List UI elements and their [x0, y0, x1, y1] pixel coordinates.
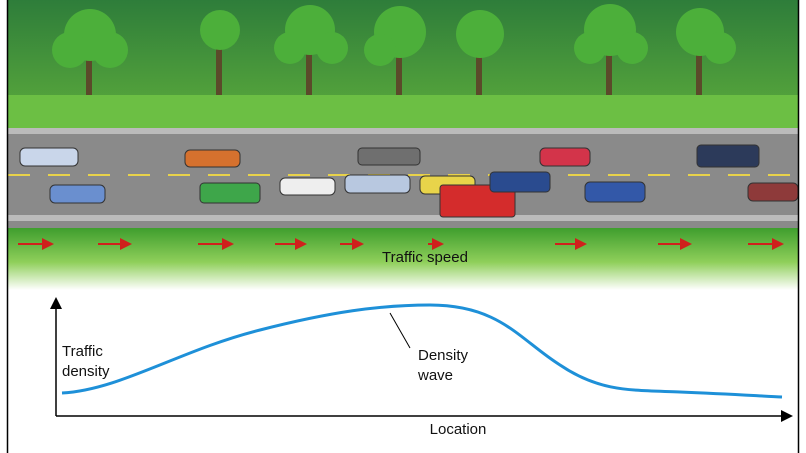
- illustration: Traffic speed Traffic density Density wa…: [0, 0, 806, 453]
- road-edge: [8, 128, 798, 134]
- road-edge: [8, 215, 798, 221]
- annotation: wave: [417, 367, 453, 384]
- speed-label: Traffic speed: [382, 249, 468, 266]
- annotation: Density: [418, 347, 469, 364]
- leader-line: [390, 313, 410, 348]
- y-axis-label: Traffic: [62, 343, 103, 360]
- y-axis-label: density: [62, 363, 110, 380]
- x-axis-label: Location: [430, 421, 487, 438]
